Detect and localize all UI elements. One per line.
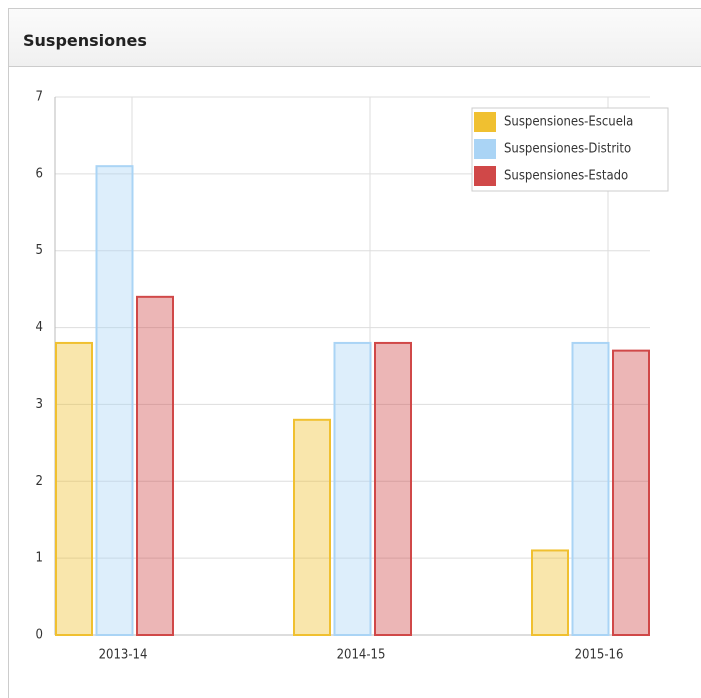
legend-swatch [474, 112, 496, 132]
y-tick-label: 4 [36, 320, 43, 335]
bar [293, 418, 331, 636]
panel: Suspensiones [8, 8, 701, 698]
y-tick-label: 5 [36, 243, 43, 258]
bar [95, 165, 134, 637]
panel-title: Suspensiones [9, 9, 701, 67]
bar [333, 341, 372, 636]
y-tick-label: 3 [36, 397, 43, 412]
x-tick-label: 2014-15 [337, 648, 386, 663]
y-tick-label: 6 [36, 166, 43, 181]
legend-box [471, 107, 669, 192]
bar [612, 349, 650, 636]
y-tick-label: 0 [36, 628, 43, 643]
bar [571, 341, 610, 636]
bar [55, 341, 93, 636]
y-tick-label: 1 [36, 551, 43, 566]
legend-label: Suspensiones-Estado [504, 169, 628, 184]
legend-label: Suspensiones-Distrito [504, 142, 631, 157]
legend-label: Suspensiones-Escuela [504, 115, 633, 130]
x-tick-label: 2013-14 [99, 648, 148, 663]
bar [136, 295, 174, 636]
bar [531, 549, 569, 637]
legend-swatch [474, 166, 496, 186]
legend-swatch [474, 139, 496, 159]
bar [374, 341, 412, 636]
x-tick-label: 2015-16 [575, 648, 624, 663]
y-tick-label: 7 [36, 90, 43, 105]
y-tick-label: 2 [36, 474, 43, 489]
